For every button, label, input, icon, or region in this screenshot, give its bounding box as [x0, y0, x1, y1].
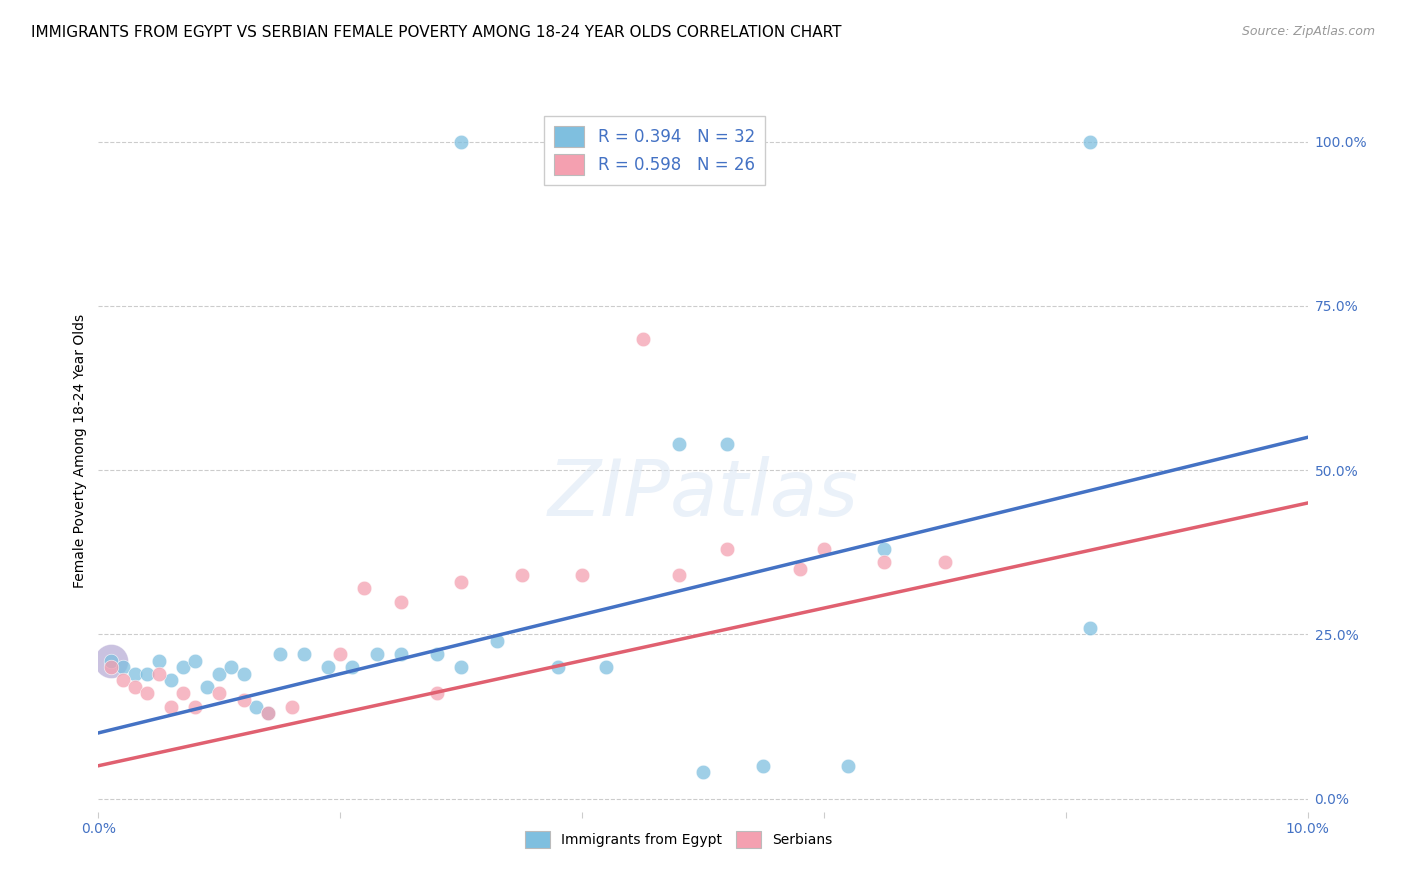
Point: [245, 699, 267, 714]
Point: [184, 654, 207, 668]
Point: [208, 686, 231, 700]
Point: [256, 706, 278, 721]
Point: [148, 654, 170, 668]
Point: [450, 574, 472, 589]
Point: [873, 555, 896, 569]
Point: [934, 555, 956, 569]
Point: [208, 666, 231, 681]
Point: [135, 666, 157, 681]
Point: [752, 758, 775, 772]
Point: [813, 541, 835, 556]
Point: [172, 660, 194, 674]
Point: [668, 568, 690, 582]
Point: [269, 647, 291, 661]
Point: [571, 568, 593, 582]
Point: [426, 647, 449, 661]
Point: [1078, 135, 1101, 149]
Point: [342, 660, 364, 674]
Point: [631, 332, 654, 346]
Point: [124, 666, 146, 681]
Point: [111, 673, 134, 688]
Point: [716, 541, 738, 556]
Point: [100, 660, 122, 674]
Point: [148, 666, 170, 681]
Point: [232, 666, 254, 681]
Y-axis label: Female Poverty Among 18-24 Year Olds: Female Poverty Among 18-24 Year Olds: [73, 313, 87, 588]
Point: [100, 654, 122, 668]
Point: [389, 594, 412, 608]
Point: [100, 654, 122, 668]
Point: [692, 765, 714, 780]
Point: [160, 699, 183, 714]
Point: [789, 562, 811, 576]
Point: [450, 135, 472, 149]
Point: [172, 686, 194, 700]
Text: IMMIGRANTS FROM EGYPT VS SERBIAN FEMALE POVERTY AMONG 18-24 YEAR OLDS CORRELATIO: IMMIGRANTS FROM EGYPT VS SERBIAN FEMALE …: [31, 25, 841, 40]
Point: [135, 686, 157, 700]
Point: [329, 647, 352, 661]
Point: [547, 660, 569, 674]
Point: [366, 647, 388, 661]
Point: [595, 660, 617, 674]
Point: [389, 647, 412, 661]
Point: [111, 660, 134, 674]
Point: [353, 582, 375, 596]
Point: [281, 699, 304, 714]
Point: [668, 437, 690, 451]
Point: [510, 568, 533, 582]
Point: [450, 660, 472, 674]
Point: [232, 693, 254, 707]
Point: [256, 706, 278, 721]
Point: [716, 437, 738, 451]
Point: [221, 660, 243, 674]
Point: [426, 686, 449, 700]
Point: [486, 634, 509, 648]
Point: [124, 680, 146, 694]
Text: Source: ZipAtlas.com: Source: ZipAtlas.com: [1241, 25, 1375, 38]
Point: [184, 699, 207, 714]
Point: [1078, 621, 1101, 635]
Point: [195, 680, 218, 694]
Point: [873, 541, 896, 556]
Point: [160, 673, 183, 688]
Point: [292, 647, 315, 661]
Legend: Immigrants from Egypt, Serbians: Immigrants from Egypt, Serbians: [519, 823, 839, 855]
Text: ZIPatlas: ZIPatlas: [547, 456, 859, 532]
Point: [316, 660, 339, 674]
Point: [837, 758, 859, 772]
